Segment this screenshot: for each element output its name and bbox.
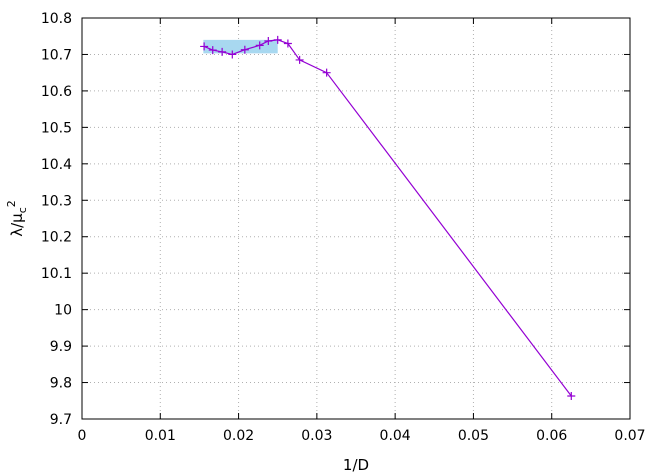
data-point-marker (273, 35, 282, 44)
y-tick-label: 10.4 (41, 157, 72, 173)
y-axis-label: λ/μc2 (5, 200, 29, 237)
data-point-marker (228, 50, 237, 59)
data-point-marker (208, 46, 217, 55)
data-point-marker (322, 68, 331, 77)
y-tick-label: 9.8 (50, 376, 72, 392)
y-axis-label-base: λ/μ (8, 213, 26, 237)
x-tick-label: 0.07 (614, 428, 645, 444)
data-point-marker (283, 39, 292, 48)
y-tick-label: 9.7 (50, 412, 72, 428)
data-point-marker (255, 41, 264, 50)
y-axis-label-superscript: 2 (5, 200, 18, 207)
x-tick-label: 0.06 (536, 428, 567, 444)
x-tick-label: 0.02 (223, 428, 254, 444)
x-tick-label: 0.04 (380, 428, 411, 444)
y-tick-label: 10.5 (41, 120, 72, 136)
data-point-marker (218, 47, 227, 56)
y-tick-label: 10.3 (41, 193, 72, 209)
x-tick-label: 0 (78, 428, 87, 444)
x-tick-label: 0.05 (458, 428, 489, 444)
data-series (200, 35, 576, 401)
data-point-marker (567, 392, 576, 401)
data-point-marker (264, 36, 273, 45)
y-tick-label: 10.8 (41, 11, 72, 27)
data-point-marker (240, 45, 249, 54)
series-line (203, 39, 572, 397)
y-tick-label: 10.6 (41, 84, 72, 100)
y-tick-label: 10.7 (41, 47, 72, 63)
data-point-marker (200, 42, 209, 51)
y-tick-label: 10.1 (41, 266, 72, 282)
data-point-marker (295, 55, 304, 64)
y-axis-label-subscript: c (16, 207, 29, 213)
grid-lines (82, 18, 630, 419)
y-tick-label: 10.2 (41, 230, 72, 246)
axes: 0 0.01 0.02 0.03 0.04 0.05 0.06 0.07 9.7 9.8 9.9 10… (41, 11, 646, 444)
x-tick-label: 0.01 (145, 428, 176, 444)
x-tick-label: 0.03 (301, 428, 332, 444)
y-tick-label: 9.9 (50, 339, 72, 355)
x-axis-label: 1/D (343, 456, 369, 474)
y-tick-label: 10 (54, 303, 72, 319)
plot-frame (81, 17, 631, 420)
